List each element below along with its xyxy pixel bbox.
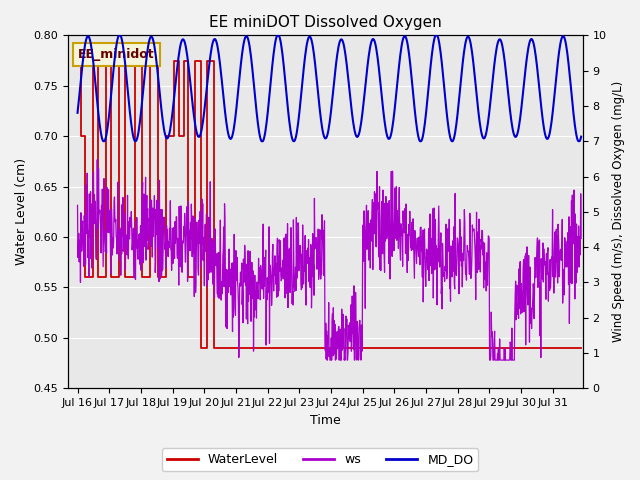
X-axis label: Time: Time: [310, 414, 340, 427]
Text: EE_minidot: EE_minidot: [78, 48, 155, 61]
Title: EE miniDOT Dissolved Oxygen: EE miniDOT Dissolved Oxygen: [209, 15, 442, 30]
Y-axis label: Water Level (cm): Water Level (cm): [15, 158, 28, 265]
Legend: WaterLevel, ws, MD_DO: WaterLevel, ws, MD_DO: [161, 448, 479, 471]
Y-axis label: Wind Speed (m/s), Dissolved Oxygen (mg/L): Wind Speed (m/s), Dissolved Oxygen (mg/L…: [612, 81, 625, 342]
